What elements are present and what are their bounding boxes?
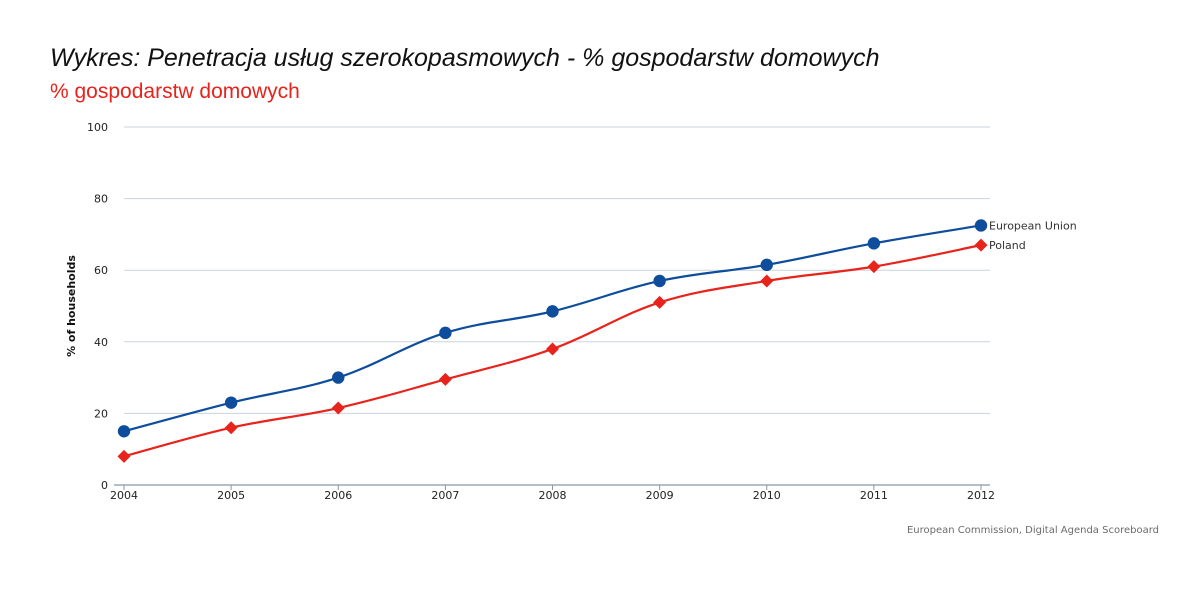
point-poland-2009: [653, 295, 667, 309]
chart-title: Wykres: Penetracja usług szerokopasmowyc…: [50, 44, 880, 72]
point-poland-2012: [974, 238, 988, 252]
chart-subtitle: % gospodarstw domowych: [50, 80, 300, 103]
x-tick-label-2011: 2011: [860, 489, 888, 502]
series-label-european-union: European Union: [989, 219, 1077, 232]
x-tick-label-2004: 2004: [110, 489, 138, 502]
axes: 0 20 40 60 80 100 2004 2005 2006 2007 2008 2009 2010…: [65, 121, 995, 502]
y-axis-title: % of households: [65, 255, 78, 357]
gridlines: [124, 126, 990, 414]
point-european-union-2008: [546, 305, 559, 318]
point-poland-2005: [224, 421, 238, 435]
point-european-union-2006: [332, 371, 345, 384]
x-tick-label-2007: 2007: [431, 489, 459, 502]
x-tick-label-2009: 2009: [646, 489, 674, 502]
point-poland-2011: [867, 260, 881, 274]
x-tick-label-2008: 2008: [539, 489, 567, 502]
x-tick-label-2012: 2012: [967, 489, 995, 502]
source-note: European Commission, Digital Agenda Scor…: [906, 525, 1159, 536]
y-tick-label-40: 40: [94, 336, 108, 349]
point-poland-2007: [438, 372, 452, 386]
y-tick-label-60: 60: [94, 264, 108, 277]
point-european-union-2009: [653, 274, 666, 288]
y-tick-label-0: 0: [101, 479, 108, 492]
x-tick-label-2005: 2005: [217, 489, 245, 502]
point-european-union-2004: [117, 425, 131, 438]
x-tick-label-2010: 2010: [753, 489, 781, 502]
point-european-union-2011: [867, 237, 881, 250]
point-european-union-2007: [439, 326, 452, 340]
series-line-european-union: [123, 224, 982, 433]
y-tick-label-80: 80: [94, 193, 108, 206]
point-poland-2006: [331, 401, 345, 415]
y-tick-label-100: 100: [87, 121, 108, 134]
point-european-union-2012: [974, 219, 988, 232]
point-european-union-2005: [224, 396, 238, 409]
point-poland-2010: [760, 274, 774, 288]
point-poland-2008: [546, 342, 559, 356]
point-poland-2004: [117, 449, 131, 463]
series-labels: European Union Poland: [989, 219, 1077, 252]
series: [117, 219, 988, 463]
y-tick-label-20: 20: [94, 407, 108, 420]
x-tick-label-2006: 2006: [324, 489, 352, 502]
point-european-union-2010: [760, 258, 773, 272]
series-label-poland: Poland: [989, 239, 1026, 252]
